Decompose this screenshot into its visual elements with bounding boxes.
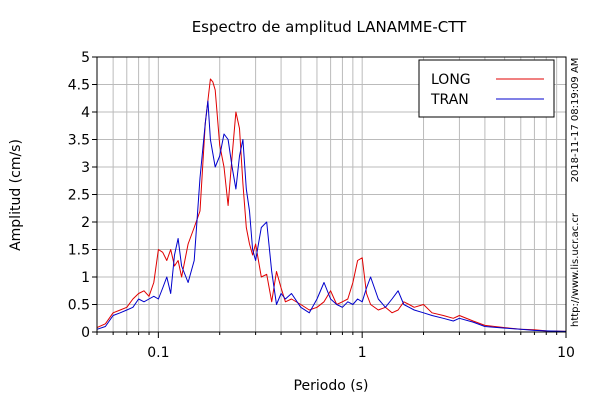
- x-axis-label: Periodo (s): [294, 378, 369, 394]
- y-tick-label: 0.5: [68, 298, 90, 314]
- y-tick-label: 2.5: [68, 188, 90, 204]
- series-line-long: [96, 78, 567, 332]
- y-tick-label: 0: [81, 325, 90, 341]
- y-tick-label: 5: [81, 50, 90, 66]
- legend: LONG TRAN: [418, 59, 555, 118]
- x-axis-ticks: 0.1 1 10: [96, 332, 575, 361]
- chart-title: Espectro de amplitud LANAMME-CTT: [192, 18, 467, 36]
- x-tick-label: 1: [358, 345, 367, 361]
- x-tick-label: 10: [557, 345, 575, 361]
- y-tick-label: 1.5: [68, 243, 90, 259]
- y-axis-label: Amplitud (cm/s): [8, 139, 24, 251]
- x-tick-label: 0.1: [147, 345, 169, 361]
- y-tick-label: 3.5: [68, 133, 90, 149]
- y-tick-label: 3: [81, 160, 90, 176]
- legend-box: [418, 59, 555, 118]
- y-tick-label: 2: [81, 215, 90, 231]
- y-tick-label: 4: [81, 105, 90, 121]
- y-axis-ticks: 0 0.5 1 1.5 2 2.5 3 3.5 4 4.5 5: [68, 50, 97, 341]
- y-tick-label: 4.5: [68, 78, 90, 94]
- plot-lines: [96, 78, 567, 332]
- series-line-tran: [96, 100, 567, 332]
- y-tick-label: 1: [81, 270, 90, 286]
- source-url-text: http://www.lis.ucr.ac.cr: [570, 212, 581, 327]
- legend-label-long: LONG: [431, 72, 471, 88]
- timestamp-text: 2018-11-17 08:19:09 AM: [570, 58, 581, 183]
- legend-label-tran: TRAN: [430, 92, 469, 108]
